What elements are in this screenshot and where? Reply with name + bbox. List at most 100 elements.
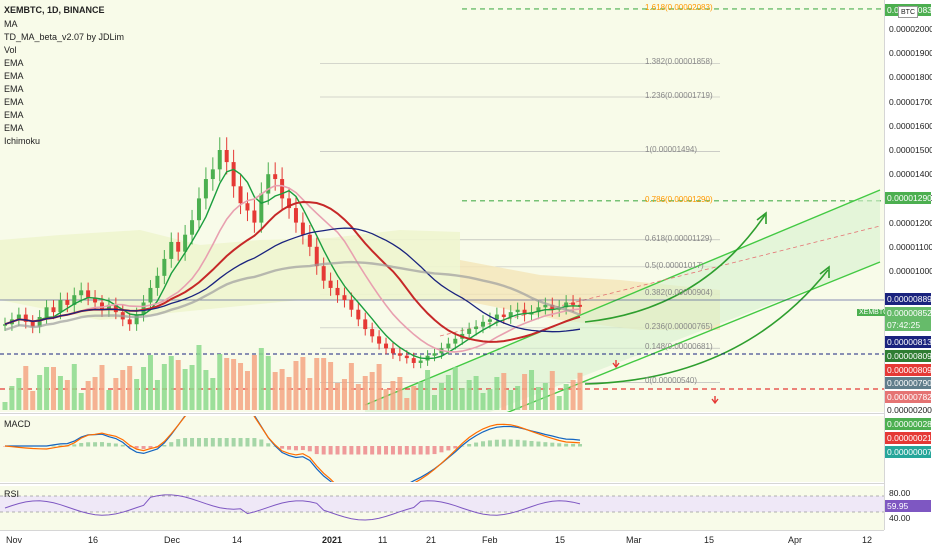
volume-bar — [57, 376, 63, 410]
macd-histogram-bar — [508, 439, 513, 447]
price-tick: 0.00001200 — [889, 217, 932, 228]
rsi-pane[interactable] — [0, 486, 884, 530]
volume-bar — [23, 366, 29, 410]
fib-label: 1(0.00001494) — [645, 145, 698, 155]
macd-tag-2: 0.00000021 — [885, 432, 932, 444]
fib-label: 0.5(0.00001017) — [645, 260, 704, 270]
fib-label: 0.382(0.00000904) — [645, 288, 713, 298]
volume-bar — [300, 357, 306, 410]
candle-body — [58, 300, 63, 313]
volume-bar — [127, 366, 133, 410]
volume-bar — [459, 388, 465, 410]
legend-item[interactable]: EMA — [4, 97, 24, 107]
time-label: 15 — [704, 535, 715, 545]
volume-bar — [445, 375, 451, 410]
channel-mid-line — [439, 225, 881, 337]
macd-histogram-bar — [501, 439, 506, 447]
macd-histogram-bar — [106, 442, 111, 447]
candle-body — [494, 314, 499, 320]
candle-body — [474, 326, 479, 330]
legend-item[interactable]: EMA — [4, 58, 24, 68]
candle-body — [335, 287, 340, 296]
rsi-svg — [0, 494, 884, 521]
volume-bar — [348, 363, 354, 410]
macd-histogram-bar — [176, 439, 181, 447]
macd-histogram-bar — [474, 442, 479, 447]
volume-bar — [508, 390, 514, 410]
fib-label: 1.382(0.00001858) — [645, 57, 713, 67]
volume-bar — [16, 378, 22, 410]
volume-bar — [44, 367, 50, 410]
macd-histogram-bar — [571, 443, 576, 447]
projection-arrow-up-2 — [584, 269, 829, 385]
volume-bar — [231, 359, 237, 410]
candle-body — [44, 307, 49, 317]
macd-histogram-bar — [58, 445, 63, 447]
time-label: 14 — [232, 535, 243, 545]
volume-bar — [425, 370, 431, 410]
fib-label: 0.786(0.00001290) — [645, 194, 713, 204]
candle-body — [287, 198, 292, 209]
macd-histogram-bar — [252, 438, 257, 447]
macd-pane[interactable] — [0, 416, 884, 482]
macd-histogram-bar — [425, 446, 430, 455]
ema-line — [4, 260, 581, 332]
candle-body — [418, 360, 423, 363]
time-label: Apr — [788, 535, 803, 545]
tag-782: 0.00000782 — [885, 391, 932, 403]
pane-separator[interactable] — [0, 483, 932, 484]
legend-item[interactable]: MA — [4, 19, 18, 29]
volume-bar — [147, 355, 153, 410]
candle-body — [266, 174, 271, 194]
candle-body — [293, 208, 298, 223]
candle-body — [72, 295, 77, 305]
volume-bar — [529, 370, 535, 410]
time-axis[interactable] — [0, 530, 884, 551]
pane-separator[interactable] — [0, 413, 932, 414]
candle-body — [30, 321, 35, 327]
macd-histogram-bar — [231, 438, 236, 447]
macd-histogram-bar — [370, 446, 375, 455]
tag-889: 0.00000889 — [885, 293, 932, 305]
volume-bar — [577, 372, 583, 410]
macd-histogram-bar — [522, 440, 527, 447]
candle-body — [23, 314, 28, 322]
legend-item[interactable]: TD_MA_beta_v2.07 by JDLim — [4, 32, 125, 42]
candle-body — [550, 304, 555, 310]
legend-item[interactable]: Ichimoku — [4, 136, 41, 146]
tag-813: 0.00000813 — [885, 336, 932, 348]
tag-fib786: 0.00001290 — [885, 192, 932, 204]
volume-bar — [203, 370, 209, 410]
volume-bar — [355, 384, 361, 410]
volume-bar — [473, 376, 479, 410]
macd-signal-line — [4, 416, 581, 482]
macd-histogram-bar — [169, 442, 174, 447]
macd-histogram-bar — [217, 438, 222, 447]
channel-upper-line — [364, 189, 881, 406]
volume-bar — [452, 367, 458, 410]
legend-item[interactable]: Vol — [4, 45, 17, 55]
candle-body — [487, 319, 492, 322]
macd-histogram-bar — [162, 445, 167, 447]
macd-histogram-bar — [300, 446, 305, 451]
volume-bar — [549, 371, 555, 410]
macd-histogram-bar — [390, 446, 395, 455]
macd-histogram-bar — [51, 445, 56, 447]
legend-item[interactable]: EMA — [4, 84, 24, 94]
tag-current: 0.00000852 — [885, 307, 932, 319]
candle-body — [453, 338, 458, 344]
price-tick: 0.00001900 — [889, 48, 932, 59]
macd-histogram-bar — [134, 446, 139, 449]
main-chart-pane[interactable] — [0, 0, 884, 412]
legend-item[interactable]: EMA — [4, 110, 24, 120]
price-chart-svg — [0, 8, 884, 412]
legend-item[interactable]: EMA — [4, 123, 24, 133]
candle-body — [536, 307, 541, 313]
legend-item[interactable]: EMA — [4, 71, 24, 81]
macd-histogram-bar — [467, 443, 472, 447]
fib-label: 1.236(0.00001719) — [645, 91, 713, 100]
arrow-head — [819, 265, 830, 278]
candle-body — [162, 258, 167, 276]
indicator-legend: MA TD_MA_beta_v2.07 by JDLim Vol EMA EMA EMA E… — [4, 18, 124, 148]
volume-bar — [92, 377, 98, 410]
